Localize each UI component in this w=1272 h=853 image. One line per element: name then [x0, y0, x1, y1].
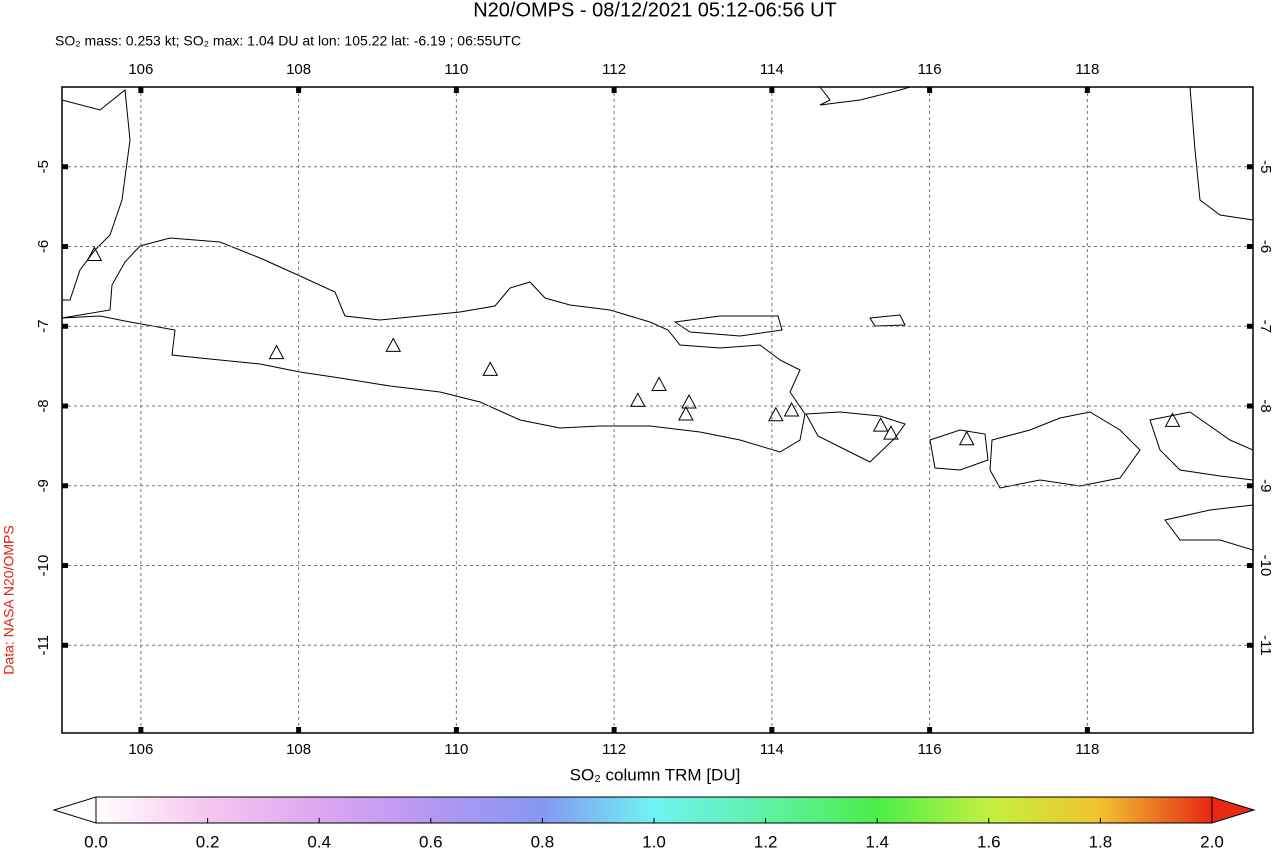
- y-tick-label: -11: [35, 635, 52, 656]
- colorbar-tick-label: 1.6: [977, 832, 1001, 851]
- volcano: [883, 425, 899, 440]
- x-tick-label: 112: [602, 61, 626, 78]
- x-tick-label: 116: [918, 61, 942, 78]
- volcano: [629, 392, 646, 407]
- y-tick-label: -10: [35, 555, 52, 577]
- x-tick-label: 118: [1075, 61, 1099, 78]
- y-tick-label: -9: [35, 479, 52, 492]
- x-tick-label: 106: [128, 61, 153, 78]
- x-tick-label: 108: [286, 61, 311, 78]
- y-tick-label: -7: [1257, 320, 1272, 333]
- colorbar-under: [52, 796, 97, 824]
- y-tick-label: -5: [1257, 160, 1272, 173]
- x-tick-label: 106: [128, 741, 153, 758]
- volcano: [872, 417, 889, 432]
- colorbar-tick-label: 0.2: [196, 832, 220, 851]
- x-tick-label: 114: [760, 741, 784, 758]
- x-tick-label: 116: [918, 741, 942, 758]
- y-tick-label: -8: [1257, 399, 1272, 412]
- volcano: [678, 405, 694, 421]
- volcano: [268, 344, 285, 360]
- colorbar-label: SO₂ column TRM [DU]: [570, 765, 741, 784]
- volcano: [651, 376, 667, 391]
- volcano: [767, 406, 784, 422]
- x-tick-label: 112: [602, 741, 626, 758]
- colorbar-tick-label: 0.4: [307, 832, 331, 851]
- chart-subtitle: SO₂ mass: 0.253 kt; SO₂ max: 1.04 DU at …: [55, 33, 521, 49]
- colorbar-tick-label: 2.0: [1200, 832, 1224, 851]
- x-tick-label: 110: [444, 741, 468, 758]
- y-tick-label: -7: [35, 320, 52, 333]
- volcano: [958, 430, 975, 446]
- y-tick-label: -5: [35, 160, 52, 173]
- volcano: [1164, 412, 1181, 427]
- volcano: [783, 401, 800, 417]
- volcano: [681, 393, 697, 409]
- map-frame: [61, 86, 1254, 734]
- colorbar-tick-label: 0.0: [84, 832, 108, 851]
- y-tick-label: -11: [1257, 635, 1272, 656]
- y-tick-label: -8: [35, 399, 52, 412]
- chart-title: N20/OMPS - 08/12/2021 05:12-06:56 UT: [473, 0, 837, 21]
- volcano: [385, 337, 402, 352]
- colorbar-tick-label: 1.2: [754, 832, 778, 851]
- volcano: [482, 361, 499, 376]
- x-tick-label: 114: [760, 61, 784, 78]
- y-tick-label: -6: [35, 240, 52, 253]
- colorbar-tick-label: 0.6: [419, 832, 443, 851]
- colorbar-tick-label: 1.4: [865, 832, 889, 851]
- x-tick-label: 118: [1075, 741, 1099, 758]
- x-tick-label: 110: [444, 61, 468, 78]
- coastlines: [62, 87, 1253, 551]
- colorbar-tick-label: 1.8: [1089, 832, 1113, 851]
- y-tick-label: -6: [1257, 240, 1272, 253]
- credit: Data: NASA N20/OMPS: [1, 525, 17, 674]
- colorbar-tick-label: 0.8: [531, 832, 555, 851]
- x-tick-label: 108: [286, 741, 311, 758]
- volcano: [86, 246, 103, 261]
- colorbar-over: [1211, 796, 1256, 824]
- y-tick-label: -9: [1257, 479, 1272, 492]
- y-tick-label: -10: [1257, 555, 1272, 577]
- colorbar-tick-label: 1.0: [642, 832, 666, 851]
